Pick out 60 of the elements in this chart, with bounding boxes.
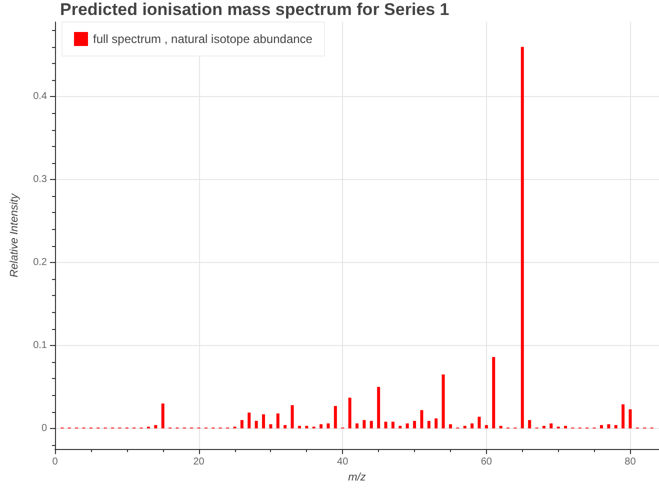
y-tick-label: 0.2 — [33, 257, 48, 268]
bar — [254, 420, 258, 428]
bar — [391, 422, 394, 428]
bar — [434, 418, 438, 428]
bar — [305, 426, 308, 428]
bar — [398, 426, 402, 428]
x-tick-label: 40 — [337, 456, 349, 468]
bar — [413, 420, 416, 428]
bar — [448, 424, 452, 428]
bar — [298, 426, 301, 428]
bar — [154, 425, 158, 428]
bar — [406, 423, 409, 428]
bar — [262, 414, 266, 428]
bar — [276, 413, 280, 428]
bar — [622, 404, 625, 428]
x-axis-title: m/z — [348, 472, 366, 484]
bar — [470, 423, 474, 428]
bar — [377, 386, 380, 428]
bar — [320, 424, 323, 428]
bar — [528, 420, 532, 428]
bar — [520, 46, 524, 428]
bar — [564, 426, 568, 428]
y-tick-label: 0.4 — [33, 91, 48, 102]
x-tick-label: 20 — [193, 456, 205, 468]
bar — [362, 420, 366, 428]
bar — [161, 403, 164, 428]
bar — [550, 423, 553, 428]
legend-label: full spectrum , natural isotope abundance — [93, 32, 313, 46]
bar — [628, 409, 632, 428]
y-tick-label: 0.3 — [33, 174, 48, 186]
chart-title: Predicted ionisation mass spectrum for Series 1 — [60, 0, 450, 19]
bar — [384, 422, 388, 428]
bar — [607, 424, 610, 428]
bar — [427, 420, 430, 428]
bar — [326, 423, 330, 428]
x-tick-label: 80 — [624, 456, 636, 468]
bar — [484, 425, 488, 428]
bar — [240, 420, 244, 428]
bar — [463, 426, 466, 428]
bar — [290, 405, 294, 428]
bar — [348, 398, 352, 428]
bar — [478, 416, 481, 428]
bar — [356, 423, 358, 428]
bar — [499, 426, 502, 428]
bar — [370, 420, 373, 428]
bar — [284, 425, 287, 428]
bar — [269, 424, 272, 428]
bar — [492, 357, 496, 428]
y-tick-label: 0 — [41, 422, 48, 434]
bar — [420, 410, 424, 428]
x-tick-label: 0 — [52, 456, 58, 468]
bar — [248, 412, 251, 428]
y-axis-title: Relative Intensity — [8, 192, 20, 278]
x-tick-label: 60 — [480, 456, 492, 468]
bar — [542, 426, 546, 428]
bar — [600, 425, 603, 428]
bar — [442, 374, 445, 428]
bar — [334, 406, 337, 428]
bar — [614, 425, 618, 428]
y-tick-label: 0.1 — [33, 340, 48, 351]
